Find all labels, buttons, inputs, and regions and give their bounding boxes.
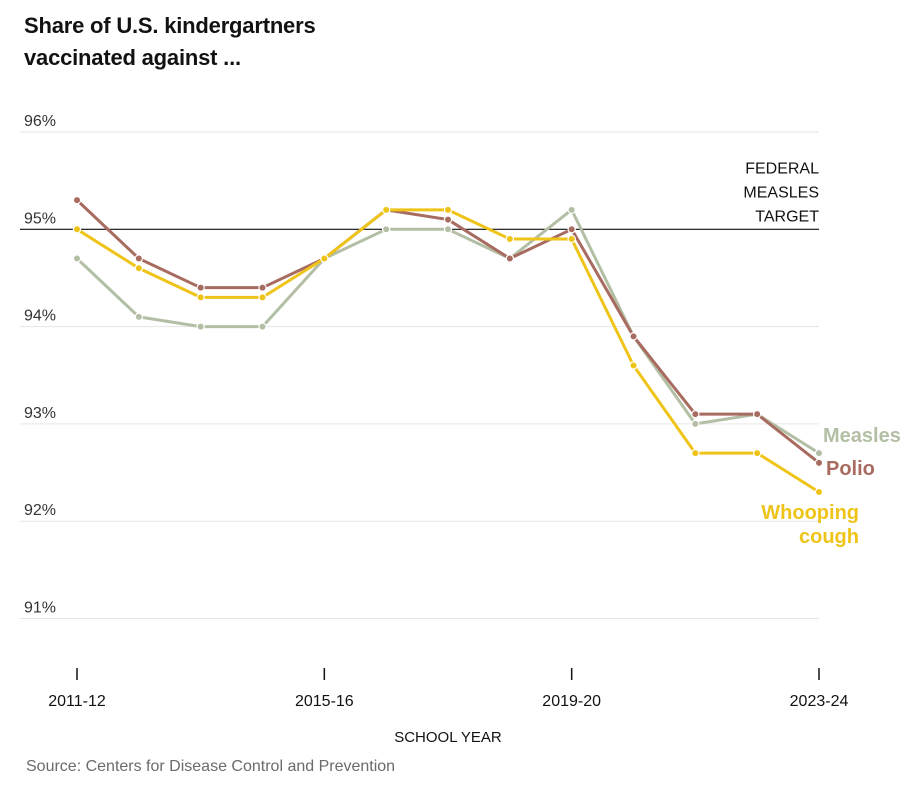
- x-tick-label: 2015-16: [295, 693, 354, 710]
- series-whooping-cough: [72, 205, 824, 497]
- data-point-polio: [134, 254, 144, 263]
- data-point-measles: [196, 322, 205, 331]
- x-axis-title: SCHOOL YEAR: [394, 729, 502, 746]
- y-tick-label: 95%: [24, 210, 56, 227]
- data-point-whooping-cough: [814, 487, 824, 497]
- series-label-polio: Polio: [826, 458, 875, 480]
- data-point-polio: [505, 254, 515, 263]
- series-label-measles: Measles: [823, 425, 901, 447]
- data-point-whooping-cough: [629, 361, 638, 370]
- gridlines: [20, 131, 819, 619]
- data-point-measles: [72, 254, 82, 263]
- federal-target-label: MEASLES: [743, 184, 819, 201]
- data-point-polio: [752, 409, 762, 419]
- y-tick-label: 92%: [24, 502, 56, 519]
- chart-title-line-2: vaccinated against ...: [24, 45, 241, 70]
- data-point-whooping-cough: [567, 234, 576, 244]
- data-point-polio: [196, 283, 205, 292]
- data-point-whooping-cough: [134, 264, 144, 273]
- data-point-measles: [567, 205, 576, 215]
- data-point-whooping-cough: [443, 205, 453, 215]
- series-label-whooping-cough: cough: [799, 526, 859, 548]
- y-tick-label: 93%: [24, 405, 56, 422]
- data-point-whooping-cough: [196, 293, 205, 302]
- line-chart: 91%92%93%94%95%96% FEDERALMEASLESTARGET …: [20, 113, 901, 746]
- x-tick-label: 2023-24: [790, 693, 849, 710]
- federal-target-label: FEDERAL: [745, 160, 819, 177]
- data-point-measles: [134, 312, 144, 322]
- data-point-polio: [567, 225, 576, 234]
- y-tick-label: 94%: [24, 308, 56, 325]
- data-point-measles: [443, 225, 453, 234]
- source-note: Source: Centers for Disease Control and …: [26, 758, 396, 775]
- series-lines: [72, 195, 824, 497]
- series-line-whooping-cough: [75, 208, 821, 494]
- data-point-polio: [629, 332, 638, 341]
- data-point-polio: [258, 283, 267, 292]
- data-point-polio: [72, 195, 82, 205]
- data-point-polio: [443, 215, 453, 224]
- data-point-whooping-cough: [381, 205, 391, 215]
- data-point-measles: [814, 448, 824, 458]
- chart-title: Share of U.S. kindergartners vaccinated …: [24, 10, 444, 74]
- data-point-whooping-cough: [752, 448, 762, 458]
- federal-target-label: TARGET: [755, 208, 819, 225]
- data-point-measles: [691, 419, 700, 429]
- x-tick-label: 2019-20: [542, 693, 601, 710]
- y-axis-ticks: 91% 92% 93% 94% 95% 96%: [24, 113, 56, 617]
- y-tick-label: 96%: [24, 113, 56, 130]
- chart-title-line-1: Share of U.S. kindergartners: [24, 13, 316, 38]
- data-point-whooping-cough: [505, 234, 515, 244]
- data-point-whooping-cough: [258, 293, 267, 302]
- data-point-whooping-cough: [320, 254, 329, 263]
- data-point-whooping-cough: [691, 448, 700, 458]
- data-point-polio: [691, 409, 700, 419]
- series-line-measles: [75, 208, 821, 455]
- series-measles: [72, 205, 824, 458]
- series-label-whooping-cough: Whooping: [761, 502, 859, 524]
- data-point-measles: [258, 322, 267, 331]
- data-point-measles: [381, 225, 391, 234]
- data-point-whooping-cough: [72, 225, 82, 234]
- federal-target-reference: FEDERAL MEASLES TARGET: [20, 160, 819, 230]
- series-polio: [72, 195, 824, 468]
- y-tick-label: 91%: [24, 600, 56, 617]
- data-point-polio: [814, 458, 824, 468]
- x-tick-label: 2011-12: [48, 693, 106, 710]
- x-axis: 2011-12 2015-16 2019-20 2023-24 SCHOOL YEAR: [48, 668, 848, 746]
